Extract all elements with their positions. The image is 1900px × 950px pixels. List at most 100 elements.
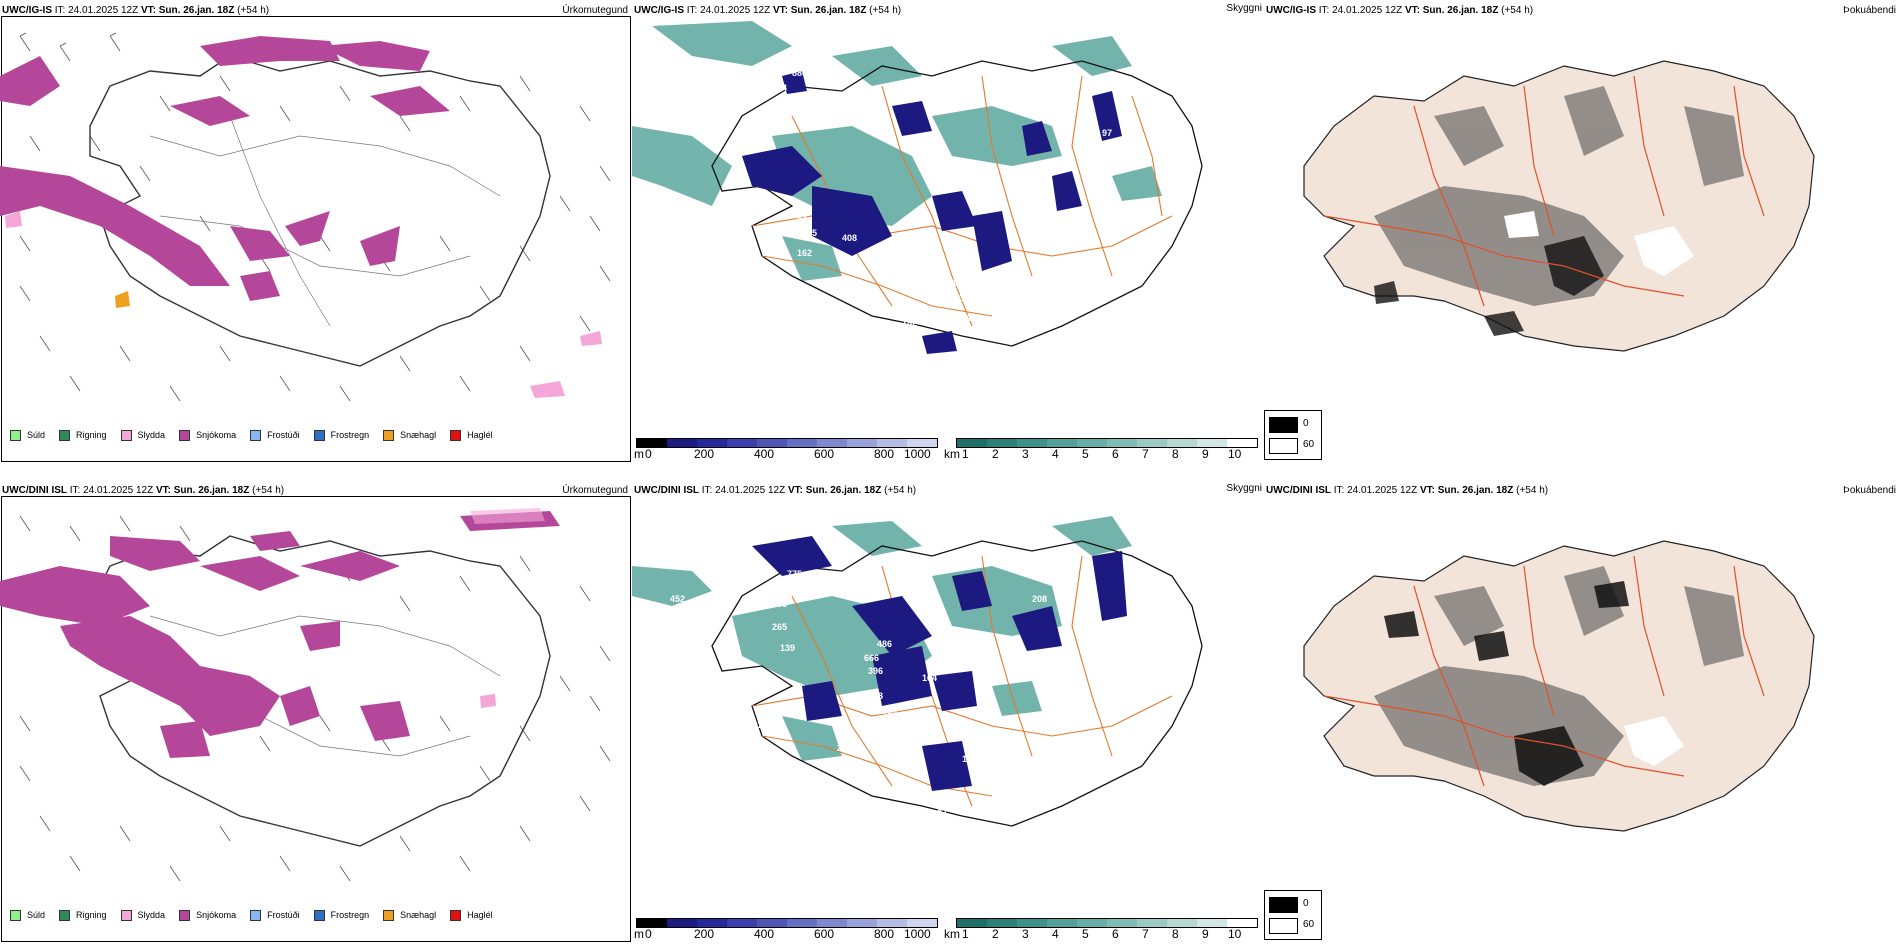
vt-label: VT: (1404, 5, 1420, 16)
vt-value: Sun. 26.jan. 18Z (1437, 485, 1514, 496)
vis-label: 27 (907, 804, 917, 814)
legend-swatch (383, 909, 395, 921)
legend-swatch (250, 909, 262, 921)
legend-label: Snæhagl (400, 910, 437, 920)
legend-item: Haglél (450, 909, 493, 921)
legend-swatch (313, 909, 325, 921)
it-label: IT: (1333, 485, 1345, 496)
vis-km-tick: 3 (1022, 447, 1029, 461)
fog-legend-top: 0 60 (1264, 410, 1322, 460)
legend-item: Rigning (59, 429, 107, 441)
model-name: UWC/DINI ISL (2, 485, 67, 496)
vis-label: 258 (777, 703, 792, 713)
fog-legend-value: 60 (1303, 919, 1315, 930)
vis-label: 99 (1094, 619, 1104, 629)
vis-label: 386 (772, 599, 787, 609)
vis-label: 486 (877, 639, 892, 649)
model-name: UWC/DINI ISL (634, 485, 699, 496)
lead-time: (+54 h) (1501, 5, 1534, 16)
legend-item: Slydda (120, 909, 165, 921)
legend-swatch (120, 429, 132, 441)
vis-m-tick: 400 (754, 927, 775, 941)
legend-label: Súld (27, 910, 46, 920)
vis-label: 104 (772, 83, 787, 93)
vis-label: 149 (917, 143, 932, 153)
model-name: UWC/IG-IS (634, 5, 684, 16)
legend-item: Frostúði (250, 429, 300, 441)
vis-label: 109 (922, 736, 937, 746)
vis-km-colorbar (956, 438, 1258, 448)
visibility-map: 268 775 293 452 82 386 985 265 486 139 6… (632, 516, 1203, 827)
vis-m-tick: 200 (694, 927, 715, 941)
it-value: 24.01.2025 12Z (700, 5, 771, 16)
vis-m-colorbar (636, 438, 938, 448)
vt-value: Sun. 26.jan. 18Z (790, 5, 867, 16)
fog-legend-swatch (1269, 417, 1298, 433)
vt-label: VT: (787, 485, 803, 496)
it-label: IT: (69, 485, 81, 496)
vis-label: 164 (922, 673, 937, 683)
vis-label: 396 (868, 666, 883, 676)
vis-label: 886 (792, 68, 807, 78)
vis-label: 123 (732, 83, 747, 93)
legend-swatch (450, 429, 462, 441)
vis-km-tick: 1 (962, 447, 969, 461)
legend-swatch (10, 909, 21, 921)
vis-label: 222 (928, 378, 943, 388)
legend-swatch (383, 429, 395, 441)
model-name: UWC/DINI ISL (1266, 485, 1331, 496)
vis-km-tick: 8 (1172, 927, 1179, 941)
legend-item: Slydda (120, 429, 165, 441)
legend-item: Snjókoma (179, 909, 237, 921)
it-value: 24.01.2025 12Z (83, 485, 154, 496)
vt-value: Sun. 26.jan. 18Z (1422, 5, 1499, 16)
vis-km-tick: 5 (1082, 927, 1089, 941)
it-label: IT: (54, 5, 66, 16)
fog-legend-value: 0 (1303, 418, 1309, 429)
vis-km-tick: 6 (1112, 447, 1119, 461)
vis-km-colorbar (956, 918, 1258, 928)
legend-label: Snjókoma (196, 910, 237, 920)
panel-tag: Úrkomutegund (562, 485, 628, 496)
legend-item: Snæhagl (383, 909, 437, 921)
vis-label: 293 (812, 569, 827, 579)
vis-label: 214 (837, 758, 852, 768)
legend-swatch (10, 429, 21, 441)
panel-tag: Skyggni (1226, 3, 1262, 14)
visibility-map: 97 886 104 123 149 97 97 83 309 75 162 4… (632, 21, 1203, 388)
vis-km-tick: 3 (1022, 927, 1029, 941)
legend-label: Frostúði (267, 430, 300, 440)
fog-legend-value: 0 (1303, 898, 1309, 909)
vis-label: 268 (732, 564, 747, 574)
precip-type-panel-top: UWC/IG-IS IT: 24.01.2025 12Z VT: Sun. 26… (0, 0, 632, 470)
model-name: UWC/IG-IS (1266, 5, 1316, 16)
vis-label: 82 (767, 591, 777, 601)
vis-label: 775 (787, 569, 802, 579)
vis-km-unit: km (944, 447, 960, 461)
vt-label: VT: (1419, 485, 1435, 496)
lead-time: (+54 h) (237, 5, 270, 16)
legend-label: Haglél (467, 430, 493, 440)
fog-map (1303, 60, 1815, 352)
it-label: IT: (701, 485, 713, 496)
vis-m-tick: 600 (814, 927, 835, 941)
vis-label: 130 (962, 754, 977, 764)
vis-km-tick: 4 (1052, 447, 1059, 461)
legend-item: Rigning (59, 909, 107, 921)
vis-km-unit: km (944, 927, 960, 941)
precip-type-legend: Súld Rigning Slydda Snjókoma Frostúði Fr… (2, 420, 628, 450)
vt-value: Sun. 26.jan. 18Z (158, 5, 235, 16)
legend-swatch (313, 429, 325, 441)
vis-label: 83 (797, 213, 807, 223)
vis-m-tick: 1000 (904, 927, 931, 941)
vis-label: 97 (1094, 142, 1104, 152)
vis-label: 210 (900, 300, 915, 310)
vis-m-unit: m (634, 447, 644, 461)
fog-legend-swatch (1269, 918, 1298, 934)
legend-item: Frostregn (313, 909, 369, 921)
precip-map (0, 32, 611, 402)
legend-item: Súld (10, 909, 46, 921)
vis-km-tick: 9 (1202, 927, 1209, 941)
vis-label: 97 (1102, 128, 1112, 138)
lead-time: (+54 h) (884, 485, 917, 496)
